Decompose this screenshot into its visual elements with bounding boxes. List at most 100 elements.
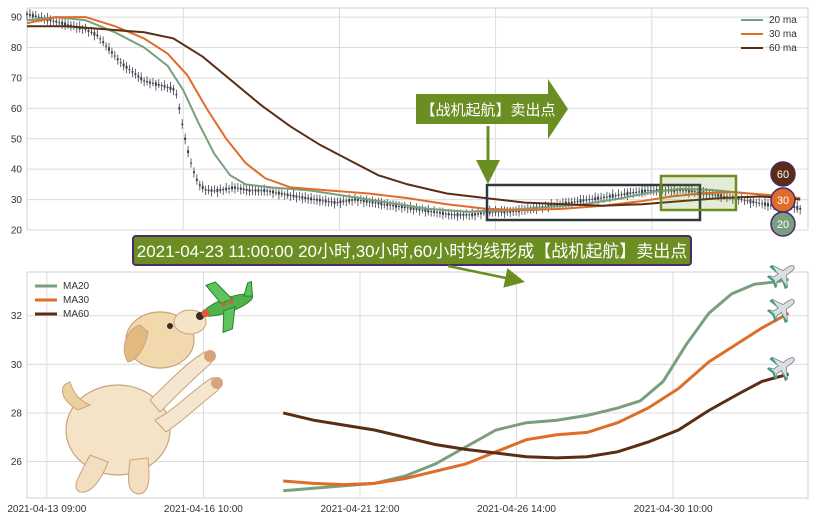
candle-body [216, 188, 219, 193]
y-tick-label: 30 [11, 360, 23, 371]
candle-body [351, 199, 354, 201]
legend-label-ma20: MA20 [63, 281, 90, 292]
candle-body [236, 187, 239, 189]
candle-body [134, 73, 137, 75]
candle-body [629, 192, 632, 194]
candle-body [269, 190, 272, 193]
candle-body [368, 201, 371, 203]
candle-body [655, 188, 658, 192]
candle-body [564, 201, 567, 206]
candle-body [192, 171, 195, 174]
candle-body [749, 199, 752, 204]
candle-body [453, 214, 456, 216]
candle-body [87, 29, 90, 32]
candle-body [608, 195, 611, 198]
bottom-panel: 26 28 30 32 2021-04-13 09:00 2021-04-16 10:0… [7, 255, 809, 515]
candle-body [403, 206, 406, 209]
candle-body [356, 198, 359, 202]
candle-body [687, 188, 690, 193]
banner-arrow [447, 264, 525, 288]
candle-body [799, 207, 802, 210]
candle-body [611, 194, 614, 198]
badge-20-label: 20 [777, 219, 789, 231]
x-tick-label: 2021-04-13 09:00 [7, 504, 86, 515]
candle-body [184, 137, 187, 140]
candle-body [725, 196, 728, 198]
y-tick-label: 28 [11, 408, 23, 419]
candle-body [711, 194, 714, 196]
candle-body [468, 214, 471, 216]
candle-body [280, 192, 283, 195]
candle-body [263, 188, 266, 192]
candle-body [154, 82, 157, 86]
x-tick-label: 2021-04-26 14:00 [477, 504, 556, 515]
candle-body [166, 86, 169, 88]
candle-body [465, 214, 468, 216]
candle-body [172, 88, 175, 91]
candle-body [755, 202, 758, 204]
series-line-MA60 [282, 372, 789, 460]
y-tick-label: 32 [11, 311, 23, 322]
candle-body [137, 75, 140, 78]
candle-body [274, 192, 277, 194]
badge-60-label: 60 [777, 169, 789, 181]
candle-body [769, 205, 772, 207]
candle-body [310, 197, 313, 201]
candle-body [257, 189, 260, 192]
candle-body [304, 196, 307, 199]
candle-body [400, 205, 403, 209]
candle-body [638, 191, 641, 193]
candle-body [37, 16, 40, 18]
candle-body [418, 208, 421, 211]
y-tick-label: 90 [11, 13, 23, 24]
candle-body [266, 190, 269, 192]
candle-body [248, 189, 251, 192]
candle-body [345, 200, 348, 202]
candle-body [31, 13, 34, 18]
candle-body [330, 201, 333, 203]
candle-body [149, 81, 152, 84]
candle-body [456, 213, 459, 217]
candle-body [720, 194, 723, 198]
top-y-ticks: 20 30 40 50 60 70 80 90 [11, 13, 23, 237]
candle-body [28, 13, 31, 16]
candle-body [119, 62, 122, 64]
candle-body [500, 210, 503, 213]
candle-body [474, 213, 477, 216]
candle-body [327, 200, 330, 203]
signal-banner: 2021-04-23 11:00:00 20小时,30小时,60小时均线形成【战… [132, 235, 692, 288]
candle-body [602, 196, 605, 199]
candle-body [324, 199, 327, 203]
legend-label-30ma: 30 ma [769, 29, 797, 40]
legend-label-20ma: 20 ma [769, 15, 797, 26]
candle-body [632, 192, 635, 194]
candle-body [348, 199, 351, 202]
candle-body [143, 80, 146, 82]
candle-body [58, 22, 61, 24]
candle-body [110, 51, 113, 54]
candle-body [242, 188, 245, 191]
candle-body [277, 191, 280, 195]
candle-body [503, 210, 506, 214]
candle-body [471, 213, 474, 217]
candle-body [339, 200, 342, 204]
candle-body [128, 69, 131, 71]
candle-body [116, 58, 119, 61]
candle-body [219, 189, 222, 191]
bottom-y-ticks: 26 28 30 32 [11, 311, 23, 468]
candle-body [207, 189, 210, 192]
candle-body [386, 203, 389, 206]
candle-body [588, 199, 591, 201]
candle-body [160, 85, 163, 87]
candle-body [714, 194, 717, 196]
candle-body [459, 214, 462, 216]
bottom-x-ticks: 2021-04-13 09:00 2021-04-16 10:00 2021-04-… [7, 504, 713, 515]
candle-body [254, 189, 257, 192]
candle-body [441, 211, 444, 215]
candle-body [684, 189, 687, 192]
candle-body [333, 200, 336, 204]
candle-body [163, 85, 166, 88]
candle-body [231, 186, 234, 190]
candle-body [652, 190, 655, 192]
candle-body [641, 189, 644, 194]
